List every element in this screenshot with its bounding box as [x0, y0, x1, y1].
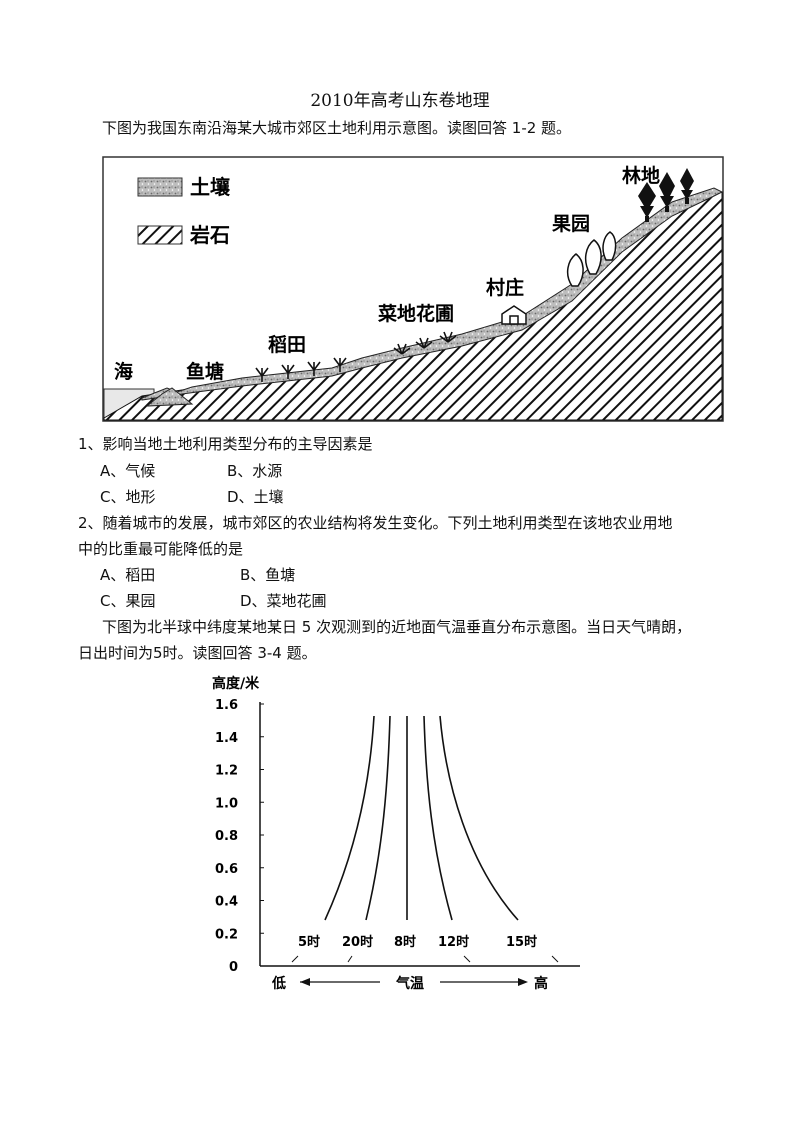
legend-soil-swatch — [137, 177, 183, 197]
q2-option-a: A、稻田 — [100, 566, 156, 584]
label-village: 村庄 — [486, 276, 524, 299]
x-high-label: 高 — [534, 975, 548, 992]
land-use-figure: 土壤 岩石 海 鱼塘 稻田 菜地花圃 村庄 果园 林地 — [102, 156, 724, 422]
y-tick-label: 1.4 — [215, 731, 238, 746]
legend-rock-label: 岩石 — [189, 223, 230, 247]
arrow-left-head — [300, 978, 310, 986]
q1-option-d: D、土壤 — [227, 488, 284, 506]
y-tick-label: 1.0 — [215, 796, 238, 811]
series-line-4 — [439, 715, 519, 921]
series-line-0 — [324, 715, 375, 921]
question-2-stem-line1: 2、随着城市的发展，城市郊区的农业结构将发生变化。下列土地利用类型在该地农业用地 — [78, 514, 673, 532]
y-tick-label: 0.6 — [215, 862, 238, 877]
label-vegetable: 菜地花圃 — [377, 302, 454, 325]
y-tick-label: 0.4 — [215, 895, 238, 910]
legend-soil-label: 土壤 — [190, 175, 231, 199]
q1-option-b: B、水源 — [227, 462, 283, 480]
label-forest: 林地 — [622, 164, 660, 187]
legend-rock-swatch — [137, 225, 183, 245]
q1-option-a: A、气候 — [100, 462, 156, 480]
x-axis-label: 气温 — [395, 975, 424, 992]
label-fishpond: 鱼塘 — [186, 360, 224, 383]
q2-option-c: C、果园 — [100, 592, 156, 610]
orchard-trees — [566, 231, 617, 287]
village-house — [501, 305, 527, 325]
document-title: 2010年高考山东卷地理 — [310, 91, 490, 111]
intro-text-2-line1: 下图为北半球中纬度某地某日 5 次观测到的近地面气温垂直分布示意图。当日天气晴朗… — [102, 618, 692, 636]
label-sea: 海 — [114, 360, 133, 383]
axis-hook-marks — [291, 955, 559, 963]
y-tick-label: 0.8 — [215, 829, 238, 844]
series-line-1 — [365, 715, 391, 921]
x-low-label: 低 — [271, 975, 286, 992]
series-label-12h: 12时 — [438, 934, 469, 950]
y-ticks: 1.6 1.4 1.2 1.0 0.8 0.6 0.4 0.2 0 — [215, 698, 264, 975]
temperature-profile-chart: 高度/米 1.6 1.4 1.2 1.0 0.8 0.6 0.4 0.2 0 5时 20时 8时… — [212, 675, 580, 992]
series-label-8h: 8时 — [394, 934, 416, 950]
y-tick-label: 1.2 — [215, 764, 238, 779]
paddy-plants — [255, 357, 347, 382]
q1-option-c: C、地形 — [100, 488, 156, 506]
soil-layer — [141, 187, 724, 401]
label-orchard: 果园 — [551, 213, 590, 235]
fishpond-bank — [145, 387, 194, 407]
label-paddy: 稻田 — [268, 333, 306, 356]
series-label-5h: 5时 — [298, 934, 320, 950]
intro-text-2-line2: 日出时间为5时。读图回答 3-4 题。 — [78, 644, 317, 662]
arrow-right-head — [518, 978, 528, 986]
question-1-stem: 1、影响当地土地利用类型分布的主导因素是 — [78, 435, 373, 453]
series-label-15h: 15时 — [506, 934, 537, 950]
vegetable-plants — [393, 331, 457, 355]
chart-y-label: 高度/米 — [212, 675, 260, 692]
forest-trees — [638, 168, 694, 222]
y-tick-label: 0 — [229, 960, 238, 975]
q2-option-d: D、菜地花圃 — [240, 592, 327, 610]
y-tick-label: 0.2 — [215, 927, 238, 942]
q2-option-b: B、鱼塘 — [240, 566, 296, 584]
chart-series — [324, 715, 519, 921]
y-tick-label: 1.6 — [215, 698, 238, 713]
question-2-stem-line2: 中的比重最可能降低的是 — [78, 540, 244, 558]
series-line-3 — [423, 715, 453, 921]
intro-text-1: 下图为我国东南沿海某大城市郊区土地利用示意图。读图回答 1-2 题。 — [102, 119, 572, 137]
series-label-20h: 20时 — [342, 934, 373, 950]
